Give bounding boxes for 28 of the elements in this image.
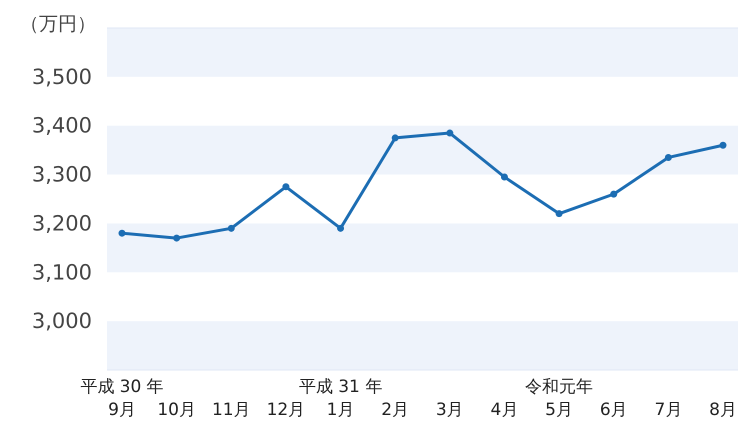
point	[446, 130, 454, 137]
x-tick-label: 10月	[157, 400, 196, 420]
point	[664, 154, 672, 161]
x-tick-label: 4月	[490, 400, 518, 420]
y-tick-label: 3,400	[32, 114, 92, 138]
y-tick-label: 3,500	[32, 64, 92, 89]
point	[282, 183, 290, 190]
point	[610, 190, 618, 198]
x-tick-label: 8月	[709, 400, 737, 420]
x-tick-label: 7月	[654, 400, 682, 420]
x-tick-label: 2月	[381, 400, 410, 420]
y-tick-label: 3,200	[32, 211, 92, 236]
y-tick-label: 3,000	[32, 309, 92, 334]
point	[173, 234, 180, 242]
point	[337, 224, 344, 232]
point	[556, 210, 563, 218]
x-tick-label: 令和元年 5月	[525, 377, 594, 420]
x-tick-label: 11月	[212, 400, 251, 420]
point	[392, 134, 399, 142]
y-tick-label: 3,300	[32, 162, 92, 187]
point	[720, 142, 726, 149]
x-tick-label: 6月	[600, 400, 628, 420]
x-tick-label: 3月	[436, 400, 464, 420]
point	[500, 174, 508, 181]
point	[118, 230, 126, 237]
point	[228, 224, 235, 232]
y-tick-label: 3,100	[32, 260, 92, 284]
y-axis-title: （万円）	[20, 13, 96, 35]
